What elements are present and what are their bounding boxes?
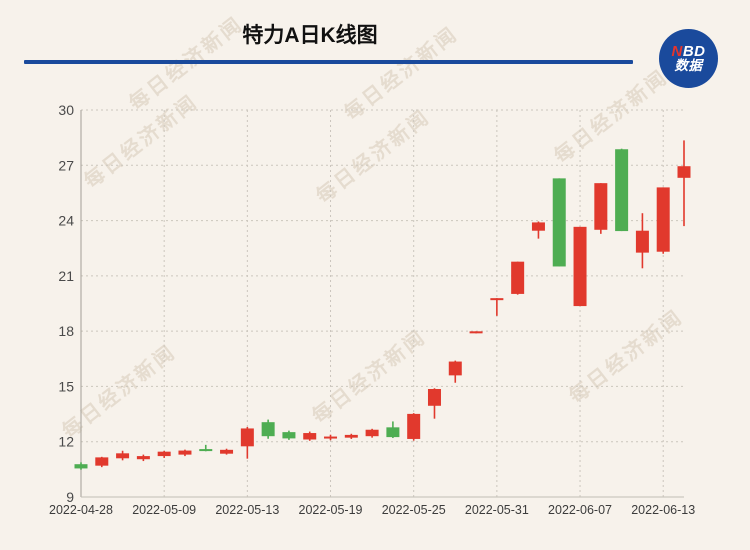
candle-body: [594, 183, 608, 230]
candle-wick: [683, 140, 685, 227]
candle-body: [240, 428, 254, 447]
candle-body: [427, 389, 441, 406]
x-axis-label: 2022-05-19: [299, 503, 363, 517]
candle-body: [511, 261, 525, 294]
x-axis-label: 2022-04-28: [49, 503, 113, 517]
candle-2022-06-14: [677, 140, 691, 227]
nbd-logo-letter-n: N: [671, 42, 683, 60]
x-axis-label: 2022-05-13: [215, 503, 279, 517]
x-axis-label: 2022-05-25: [382, 503, 446, 517]
candle-body: [573, 226, 587, 307]
candle-body: [677, 166, 691, 178]
candle-2022-05-31: [490, 298, 504, 316]
candle-body: [490, 298, 504, 301]
candle-2022-05-13: [240, 426, 254, 459]
candle-2022-06-08: [594, 183, 608, 234]
candle-2022-06-07: [573, 226, 587, 307]
candle-body: [365, 429, 379, 437]
candle-wick: [496, 298, 498, 316]
candle-2022-06-02: [531, 221, 545, 239]
title-divider: [24, 60, 633, 64]
candle-2022-04-29: [95, 456, 109, 468]
candle-body: [656, 187, 670, 252]
page-title: 特力A日K线图: [242, 24, 378, 47]
candle-2022-05-17: [282, 430, 296, 440]
candle-2022-05-05: [116, 450, 130, 461]
candle-body: [282, 432, 296, 439]
candle-body: [74, 464, 88, 469]
candle-body: [635, 230, 649, 253]
nbd-logo-text: NBD: [671, 42, 706, 60]
candle-2022-05-06: [136, 454, 150, 462]
candle-2022-06-06: [552, 178, 566, 267]
candle-2022-06-09: [615, 148, 629, 232]
candle-body: [615, 149, 629, 232]
x-axis-label: 2022-06-07: [548, 503, 612, 517]
candle-2022-05-25: [407, 413, 421, 441]
candle-2022-06-10: [635, 213, 649, 269]
candle-2022-05-11: [199, 444, 213, 452]
candle-body: [324, 436, 338, 439]
candle-2022-06-01: [511, 261, 525, 295]
candle-body: [303, 433, 317, 440]
candle-body: [386, 427, 400, 438]
y-axis-label: 18: [58, 323, 74, 339]
x-axis-label: 2022-05-31: [465, 503, 529, 517]
candle-2022-05-16: [261, 419, 275, 439]
candle-2022-05-30: [469, 331, 483, 334]
y-axis-label: 12: [58, 434, 74, 450]
y-axis-label: 21: [58, 268, 74, 284]
nbd-logo-subtext: 数据: [674, 58, 703, 74]
candle-2022-05-09: [157, 450, 171, 458]
candle-body: [448, 361, 462, 376]
x-axis-label: 2022-05-09: [132, 503, 196, 517]
candle-body: [178, 450, 192, 455]
candle-2022-05-26: [427, 388, 441, 419]
candle-2022-06-13: [656, 187, 670, 254]
y-axis-label: 15: [58, 378, 74, 394]
candle-body: [407, 413, 421, 439]
candle-2022-04-28: [74, 462, 88, 470]
nbd-logo: NBD 数据: [659, 29, 718, 88]
candle-body: [344, 434, 358, 438]
candle-2022-05-20: [344, 433, 358, 439]
candle-2022-05-18: [303, 431, 317, 441]
y-axis-label: 9: [66, 489, 74, 505]
candle-body: [157, 451, 171, 457]
candle-body: [261, 422, 275, 437]
candle-2022-05-23: [365, 428, 379, 438]
nbd-logo-letters-bd: BD: [682, 42, 706, 60]
candle-body: [116, 453, 130, 459]
candle-2022-05-27: [448, 360, 462, 383]
x-axis-label: 2022-06-13: [631, 503, 695, 517]
candle-2022-05-12: [220, 448, 234, 455]
candle-wick: [204, 444, 207, 452]
candle-body: [552, 178, 566, 267]
candle-body: [531, 222, 545, 231]
candle-body: [220, 449, 234, 454]
candle-body: [469, 331, 483, 334]
candle-2022-05-19: [324, 434, 338, 441]
candle-body: [199, 449, 213, 452]
candle-2022-05-10: [178, 449, 192, 457]
y-axis-label: 24: [58, 213, 74, 229]
candle-body: [136, 456, 150, 460]
candle-body: [95, 457, 109, 466]
y-axis-label: 30: [58, 102, 74, 118]
y-axis-label: 27: [58, 157, 74, 173]
candle-2022-05-24: [386, 421, 400, 439]
